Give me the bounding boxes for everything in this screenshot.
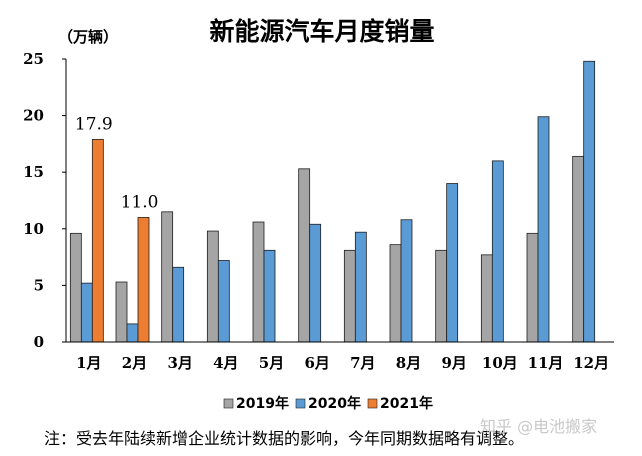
x-tick-label: 10月 xyxy=(482,354,518,372)
bar-2020年-5月 xyxy=(263,249,276,343)
data-label: 11.0 xyxy=(121,192,159,212)
bar-2019年-12月 xyxy=(572,155,585,343)
bar-2020年-1月 xyxy=(80,282,93,343)
unit-label: （万辆） xyxy=(58,28,118,46)
chart-title: 新能源汽车月度销量 xyxy=(209,17,434,46)
x-tick-label: 8月 xyxy=(396,354,421,372)
legend-swatch xyxy=(367,398,378,409)
bar-2019年-11月 xyxy=(526,232,539,343)
bars xyxy=(69,60,596,343)
bar-2021年-2月 xyxy=(137,217,150,343)
legend-label: 2020年 xyxy=(308,395,361,412)
legend-swatch xyxy=(223,398,234,409)
legend-label: 2021年 xyxy=(380,395,433,412)
x-tick-label: 12月 xyxy=(573,354,609,372)
bar-2019年-4月 xyxy=(206,230,219,343)
x-tick-label: 5月 xyxy=(259,354,284,372)
x-tick-label: 7月 xyxy=(350,354,375,372)
y-axis: 0 5 10 15 20 25 xyxy=(23,50,67,351)
bar-2020年-8月 xyxy=(400,219,413,343)
bar-2019年-7月 xyxy=(343,249,356,343)
bar-2020年-6月 xyxy=(309,223,322,343)
x-tick-label: 4月 xyxy=(213,354,238,372)
bar-2020年-4月 xyxy=(217,260,230,343)
x-axis: 1月 2月 3月 4月 5月 6月 7月 8月 9月 10月 11月 12月 xyxy=(66,341,614,372)
data-labels: 17.9 11.0 xyxy=(75,114,159,212)
bar-2020年-3月 xyxy=(172,266,185,343)
bar-2019年-9月 xyxy=(435,249,448,343)
x-tick-label: 1月 xyxy=(76,354,101,372)
y-tick-label: 15 xyxy=(23,163,44,181)
x-tick-label: 2月 xyxy=(122,354,147,372)
bar-2020年-10月 xyxy=(491,160,504,343)
data-label: 17.9 xyxy=(75,114,113,134)
bar-2019年-5月 xyxy=(252,221,265,343)
bar-2019年-2月 xyxy=(115,281,128,343)
watermark: 知乎 @电池搬家 xyxy=(480,417,597,436)
bar-2020年-9月 xyxy=(446,183,459,343)
y-tick-label: 5 xyxy=(34,276,44,294)
x-tick-label: 6月 xyxy=(304,354,329,372)
bar-2019年-1月 xyxy=(69,232,82,343)
bar-2020年-7月 xyxy=(354,231,367,343)
y-tick-label: 0 xyxy=(34,333,44,351)
bar-2019年-3月 xyxy=(161,211,174,343)
bar-2019年-6月 xyxy=(298,168,311,343)
bar-2020年-11月 xyxy=(537,116,550,343)
footnote: 注：受去年陆续新增企业统计数据的影响，今年同期数据略有调整。 xyxy=(44,429,524,448)
x-tick-label: 11月 xyxy=(528,354,564,372)
y-tick-label: 20 xyxy=(23,107,44,125)
legend: 2019年 2020年 2021年 xyxy=(223,395,433,412)
bar-2019年-10月 xyxy=(480,254,493,343)
bar-2020年-12月 xyxy=(583,60,596,343)
y-tick-label: 25 xyxy=(23,50,44,68)
x-tick-label: 3月 xyxy=(167,354,192,372)
legend-swatch xyxy=(295,398,306,409)
x-tick-label: 9月 xyxy=(441,354,466,372)
bar-2019年-8月 xyxy=(389,244,402,343)
legend-label: 2019年 xyxy=(236,395,289,412)
bar-2021年-1月 xyxy=(91,138,104,343)
y-tick-label: 10 xyxy=(23,220,44,238)
bar-2020年-2月 xyxy=(126,323,139,343)
